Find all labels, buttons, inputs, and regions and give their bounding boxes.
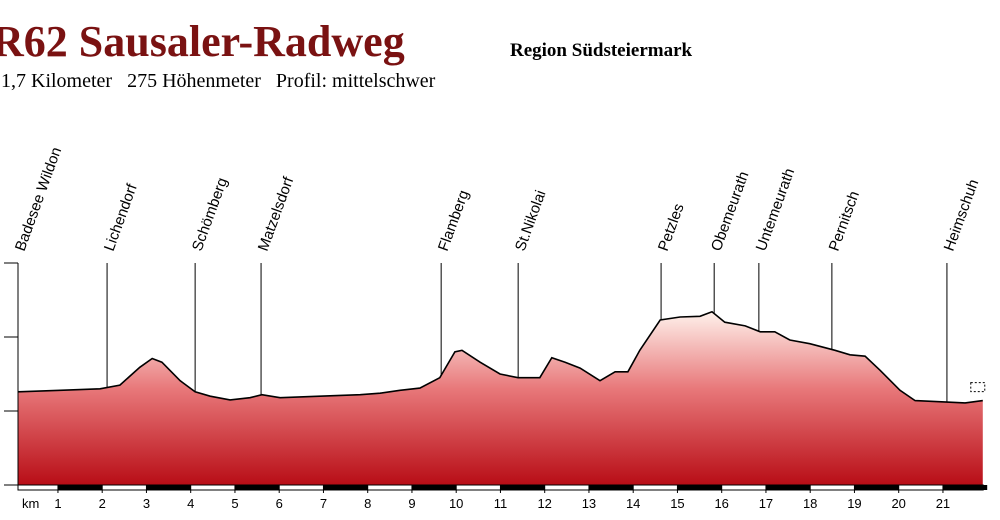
x-tick-label: 17 <box>759 496 773 511</box>
x-tick-label: 6 <box>276 496 283 511</box>
finish-flag <box>970 382 986 393</box>
x-axis-segment <box>411 485 457 490</box>
x-axis-segment <box>323 485 368 490</box>
x-tick-label: 1 <box>54 496 61 511</box>
x-axis-label: km <box>22 496 39 511</box>
x-tick-label: 11 <box>494 496 508 511</box>
place-label: Heimschuh <box>941 177 983 253</box>
x-tick-label: 14 <box>626 496 640 511</box>
x-tick-label: 3 <box>143 496 150 511</box>
place-label: Lichendorf <box>101 181 141 253</box>
x-tick-label: 10 <box>449 496 463 511</box>
region: Region Südsteiermark <box>510 40 693 61</box>
place-label: Badesee Wildon <box>12 145 65 253</box>
place-label: St.Nikolai <box>512 188 550 253</box>
area-fill <box>18 311 983 485</box>
profile-line <box>18 310 983 404</box>
x-tick-label: 9 <box>408 496 415 511</box>
x-axis-segment <box>57 485 103 490</box>
x-tick-label: 20 <box>891 496 905 511</box>
place-label: Untemeurath <box>753 166 799 253</box>
x-axis-segment <box>942 485 988 490</box>
x-axis-segment <box>854 485 899 490</box>
x-axis-segment <box>677 485 722 490</box>
x-tick-label: 18 <box>803 496 817 511</box>
place-label: Obemeurath <box>708 169 752 253</box>
x-tick-label: 21 <box>936 496 950 511</box>
x-tick-label: 2 <box>99 496 106 511</box>
place-label: Schömberg <box>189 175 231 253</box>
x-tick-label: 15 <box>670 496 684 511</box>
x-axis-segment <box>146 485 191 490</box>
x-axis-segment <box>500 485 545 490</box>
x-tick-label: 7 <box>320 496 327 511</box>
x-tick-label: 4 <box>187 496 194 511</box>
x-axis-segment <box>588 485 634 490</box>
x-tick-label: 16 <box>714 496 728 511</box>
x-tick-label: 19 <box>847 496 861 511</box>
place-label: Matzelsdorf <box>255 174 298 253</box>
x-tick-label: 8 <box>364 496 371 511</box>
x-tick-label: 13 <box>582 496 596 511</box>
x-axis-segment <box>765 485 811 490</box>
subtitle: 21,7 Kilometer 275 Höhenmeter Profil: mi… <box>0 70 436 92</box>
place-label: Flamberg <box>435 188 473 253</box>
place-label: Pernitsch <box>826 189 863 254</box>
x-axis-segment <box>234 485 280 490</box>
place-label: Petzles <box>655 201 688 253</box>
chart-title: R62 Sausaler-Radweg <box>0 17 405 66</box>
x-tick-label: 12 <box>537 496 551 511</box>
x-tick-label: 5 <box>231 496 238 511</box>
